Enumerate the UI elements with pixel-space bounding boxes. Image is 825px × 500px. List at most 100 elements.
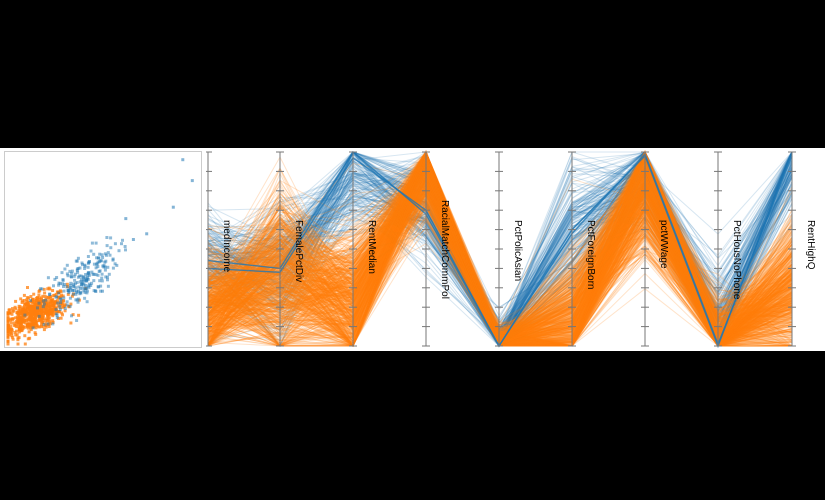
scatter-point-blue xyxy=(100,279,104,283)
scatter-point-blue xyxy=(123,245,127,248)
scatter-point-orange xyxy=(14,307,18,311)
scatter-point-blue xyxy=(99,284,103,288)
scatter-point-orange xyxy=(7,308,11,312)
axis-medIncome[interactable]: medIncome xyxy=(206,151,232,347)
scatter-point-blue xyxy=(79,274,83,278)
scatter-point-blue xyxy=(87,271,91,275)
scatter-plot[interactable] xyxy=(0,148,206,351)
scatter-point-orange xyxy=(62,299,66,303)
scatter-point-blue xyxy=(63,283,67,286)
scatter-point-orange xyxy=(60,293,63,297)
axis-PctPolicAsian[interactable]: PctPolicAsian xyxy=(495,151,523,347)
scatter-point-blue xyxy=(70,269,74,273)
scatter-point-blue xyxy=(74,286,78,290)
scatter-point-blue xyxy=(63,306,67,310)
scatter-point-blue xyxy=(31,326,35,330)
scatter-point-blue xyxy=(62,285,65,288)
scatter-point-blue xyxy=(94,266,98,270)
scatter-point-orange xyxy=(45,295,49,299)
scatter-point-orange xyxy=(51,289,55,292)
scatter-point-orange xyxy=(60,302,64,306)
scatter-point-orange xyxy=(26,306,30,310)
scatter-point-orange xyxy=(48,287,52,291)
scatter-point-blue xyxy=(111,266,115,270)
scatter-point-orange xyxy=(23,334,27,338)
scatter-point-orange xyxy=(23,315,27,319)
scatter-point-orange xyxy=(24,303,28,307)
axis-RacialMatchCommPol[interactable]: RacialMatchCommPol xyxy=(422,151,450,347)
scatter-point-orange xyxy=(51,319,55,323)
scatter-point-blue xyxy=(105,253,108,257)
scatter-point-blue xyxy=(73,282,77,286)
scatter-point-blue xyxy=(41,299,45,303)
scatter-point-orange xyxy=(26,324,29,328)
scatter-point-orange xyxy=(31,324,35,328)
scatter-point-blue xyxy=(46,322,50,326)
scatter-point-blue xyxy=(71,289,75,293)
scatter-point-orange xyxy=(23,342,27,346)
scatter-point-orange xyxy=(21,320,25,324)
scatter-point-blue xyxy=(106,278,109,282)
scatter-point-orange xyxy=(39,315,43,319)
scatter-point-orange xyxy=(49,304,53,308)
parallel-coordinates-plot[interactable]: medIncome FemalePctDiv RentMedian RacialMat… xyxy=(206,148,825,351)
scatter-point-orange xyxy=(13,330,17,334)
scatter-point-blue xyxy=(65,303,69,307)
scatter-point-orange xyxy=(47,306,51,310)
scatter-point-orange xyxy=(8,317,12,321)
scatter-point-orange xyxy=(46,312,50,316)
axis-RentHighQ[interactable]: RentHighQ xyxy=(788,151,816,347)
scatter-point-blue xyxy=(95,256,99,260)
axis-PctHousNoPhone[interactable]: PctHousNoPhone xyxy=(714,151,742,347)
scatter-point-orange xyxy=(34,321,37,325)
scatter-point-orange xyxy=(49,322,53,326)
scatter-point-orange xyxy=(17,304,21,308)
scatter-point-blue xyxy=(105,236,109,239)
scatter-point-orange xyxy=(45,307,48,311)
scatter-point-orange xyxy=(6,315,10,319)
scatter-point-orange xyxy=(34,332,38,336)
scatter-point-orange xyxy=(26,301,30,304)
scatter-point-orange xyxy=(43,310,47,314)
axis-FemalePctDiv[interactable]: FemalePctDiv xyxy=(276,151,304,347)
axis-pctWWage[interactable]: pctWWage xyxy=(641,151,669,347)
scatter-point-blue xyxy=(72,285,76,289)
scatter-point-blue xyxy=(62,289,66,293)
scatter-point-blue xyxy=(77,289,80,293)
scatter-point-orange xyxy=(41,320,45,324)
axis-RentMedian[interactable]: RentMedian xyxy=(349,151,377,347)
scatter-point-orange xyxy=(47,304,50,308)
scatter-point-blue xyxy=(65,263,69,267)
scatter-point-blue xyxy=(54,308,58,311)
scatter-point-blue xyxy=(51,322,55,326)
scatter-point-blue xyxy=(103,265,107,269)
scatter-point-blue xyxy=(69,281,73,285)
scatter-point-orange xyxy=(47,301,51,305)
scatter-point-blue xyxy=(66,274,70,278)
axis-label: medIncome xyxy=(221,220,232,273)
scatter-point-blue xyxy=(89,284,93,287)
scatter-point-orange xyxy=(12,321,16,325)
scatter-point-orange xyxy=(26,286,29,289)
scatter-point-blue xyxy=(94,290,98,293)
scatter-point-blue xyxy=(92,279,96,283)
scatter-point-orange xyxy=(39,296,43,300)
scatter-point-orange xyxy=(16,312,20,316)
scatter-point-orange xyxy=(47,316,51,320)
axis-PctForeignBorn[interactable]: PctForeignBorn xyxy=(568,151,596,347)
scatter-point-orange xyxy=(17,309,21,313)
scatter-point-orange xyxy=(44,321,48,325)
scatter-point-blue xyxy=(52,284,55,288)
scatter-point-orange xyxy=(30,319,34,323)
scatter-point-blue xyxy=(37,314,41,318)
scatter-point-orange xyxy=(30,310,34,314)
axis-label: RentHighQ xyxy=(805,220,816,270)
scatter-point-orange xyxy=(38,308,42,312)
scatter-point-blue xyxy=(90,241,94,245)
scatter-point-orange xyxy=(39,313,43,317)
axis-label: RacialMatchCommPol xyxy=(439,200,450,299)
scatter-point-orange xyxy=(21,315,25,319)
scatter-point-blue xyxy=(58,304,62,308)
scatter-point-blue xyxy=(85,300,89,304)
scatter-point-blue xyxy=(86,255,90,258)
